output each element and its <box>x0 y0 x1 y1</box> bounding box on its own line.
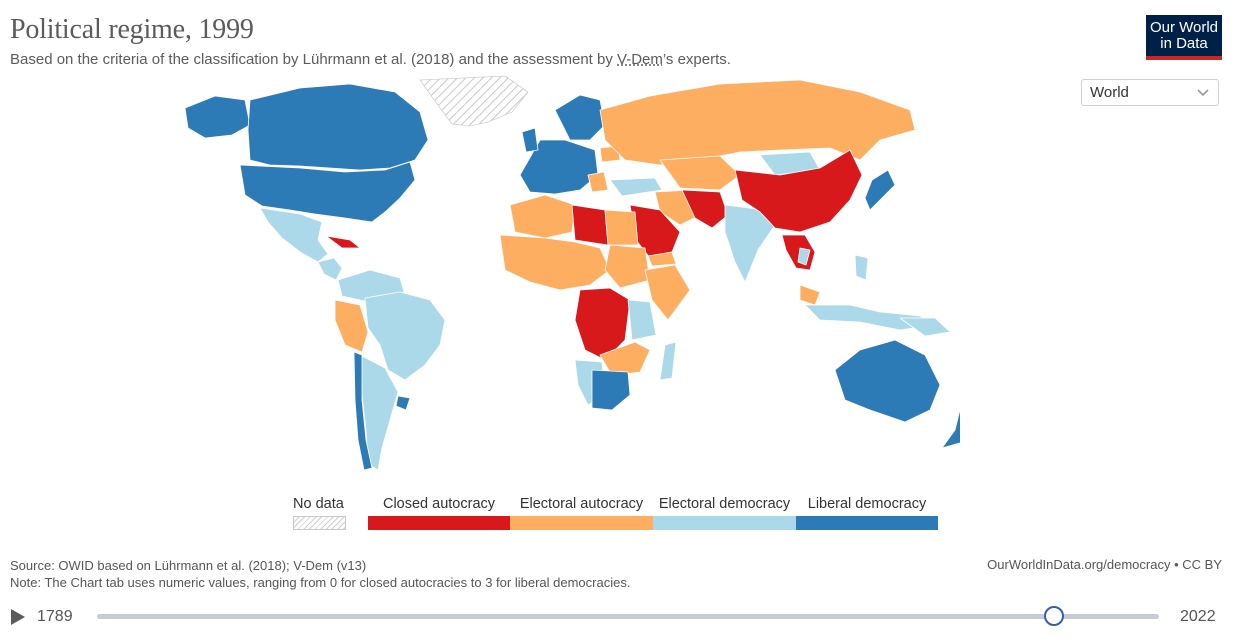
region-greenland[interactable] <box>419 75 529 127</box>
separator-dot: • <box>1174 557 1179 572</box>
world-map <box>184 75 960 471</box>
region-usa[interactable] <box>239 161 416 223</box>
play-icon[interactable] <box>10 608 26 631</box>
region-australia[interactable] <box>834 339 941 423</box>
region-mexico[interactable] <box>259 207 329 263</box>
region-egypt[interactable] <box>604 209 639 246</box>
note-text: Note: The Chart tab uses numeric values,… <box>10 575 631 590</box>
owid-logo[interactable]: Our World in Data <box>1146 15 1222 60</box>
region-brazil[interactable] <box>364 291 446 381</box>
region-alaska[interactable] <box>184 95 251 139</box>
region-scandinavia[interactable] <box>554 94 606 141</box>
region-libya[interactable] <box>571 204 609 246</box>
license-link[interactable]: CC BY <box>1182 557 1222 572</box>
region-thailand[interactable] <box>797 247 811 266</box>
region-canada[interactable] <box>247 83 429 171</box>
region-new-zealand[interactable] <box>941 409 960 449</box>
region-madagascar[interactable] <box>659 341 677 381</box>
logo-line-2: in Data <box>1160 35 1208 52</box>
region-malaysia[interactable] <box>799 284 821 306</box>
region-west-africa[interactable] <box>499 234 611 291</box>
region-select[interactable]: World <box>1081 79 1219 106</box>
region-cuba[interactable] <box>325 235 361 249</box>
legend-swatch-closed-autocracy[interactable] <box>368 516 510 530</box>
region-uruguay[interactable] <box>395 395 411 411</box>
region-select-value: World <box>1090 84 1129 101</box>
region-east-africa[interactable] <box>627 299 657 341</box>
region-russia[interactable] <box>599 79 916 166</box>
timeline-end-year[interactable]: 2022 <box>1180 608 1216 625</box>
region-southeast-asia[interactable] <box>781 234 816 271</box>
logo-line-1: Our World <box>1149 19 1219 36</box>
timeline-handle[interactable] <box>1044 606 1065 626</box>
chart-subtitle: Based on the criteria of the classificat… <box>10 51 731 68</box>
legend-label-electoral-democracy: Electoral democracy <box>658 496 791 512</box>
timeline: 1789 2022 <box>0 600 1234 636</box>
source-text: Source: OWID based on Lührmann et al. (2… <box>10 558 367 573</box>
legend-label-electoral-autocracy: Electoral autocracy <box>519 496 644 512</box>
legend-swatch-liberal-democracy[interactable] <box>796 516 938 530</box>
footer-notes: Source: OWID based on Lührmann et al. (2… <box>10 557 630 591</box>
region-china[interactable] <box>734 149 863 233</box>
region-south-africa[interactable] <box>591 369 631 411</box>
legend-swatch-electoral-democracy[interactable] <box>653 516 796 530</box>
chevron-down-icon <box>1196 85 1210 103</box>
timeline-track[interactable] <box>97 614 1159 619</box>
region-sudan[interactable] <box>604 244 651 289</box>
region-kazakhstan[interactable] <box>659 155 741 191</box>
source-url-link[interactable]: OurWorldInData.org/democracy <box>987 557 1171 572</box>
region-turkey[interactable] <box>609 177 663 197</box>
region-philippines[interactable] <box>854 254 869 281</box>
region-korea-japan[interactable] <box>864 169 896 211</box>
legend-label-liberal-democracy: Liberal democracy <box>807 496 927 512</box>
region-argentina[interactable] <box>359 354 399 471</box>
region-png[interactable] <box>899 317 951 337</box>
region-uk[interactable] <box>521 127 539 153</box>
chart-title: Political regime, 1999 <box>10 14 254 45</box>
footer-attribution: OurWorldInData.org/democracy • CC BY <box>987 557 1222 572</box>
legend-label-closed-autocracy: Closed autocracy <box>382 496 496 512</box>
region-central-america[interactable] <box>317 257 343 281</box>
subtitle-text: Based on the criteria of the classificat… <box>10 51 618 68</box>
region-horn-of-africa[interactable] <box>644 264 691 321</box>
region-balkans[interactable] <box>587 171 609 193</box>
region-yemen[interactable] <box>647 251 677 267</box>
region-morocco-algeria[interactable] <box>509 194 576 239</box>
region-peru[interactable] <box>334 299 369 353</box>
region-afghanistan-pakistan[interactable] <box>681 189 729 229</box>
vdem-link[interactable]: V-Dem <box>617 51 663 68</box>
subtitle-text-end: ’s experts. <box>662 51 731 68</box>
legend-no-data-label: No data <box>293 496 344 512</box>
legend-no-data-swatch[interactable] <box>293 516 346 530</box>
timeline-start-year[interactable]: 1789 <box>37 608 73 625</box>
region-chile[interactable] <box>353 351 373 471</box>
legend-swatch-electoral-autocracy[interactable] <box>510 516 653 530</box>
